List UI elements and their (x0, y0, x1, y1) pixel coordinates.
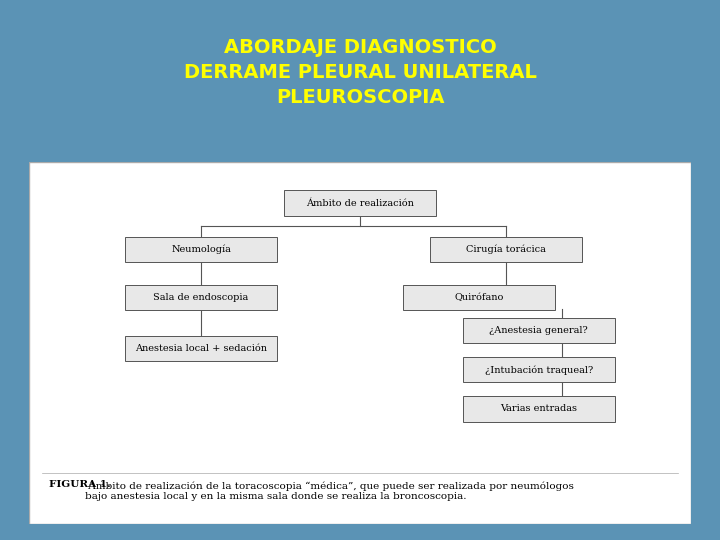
Text: ¿Intubación traqueal?: ¿Intubación traqueal? (485, 365, 593, 375)
FancyBboxPatch shape (430, 237, 582, 262)
Text: Quirófano: Quirófano (454, 293, 504, 302)
FancyBboxPatch shape (125, 237, 277, 262)
FancyBboxPatch shape (463, 357, 615, 382)
FancyBboxPatch shape (29, 162, 691, 524)
Text: ¿Anestesia general?: ¿Anestesia general? (490, 326, 588, 335)
Text: Ámbito de realización de la toracoscopia “médica”, que puede ser realizada por n: Ámbito de realización de la toracoscopia… (85, 481, 574, 501)
Text: Sala de endoscopia: Sala de endoscopia (153, 293, 248, 302)
Text: ABORDAJE DIAGNOSTICO
DERRAME PLEURAL UNILATERAL
PLEUROSCOPIA: ABORDAJE DIAGNOSTICO DERRAME PLEURAL UNI… (184, 38, 536, 107)
Text: Varias entradas: Varias entradas (500, 404, 577, 413)
Text: Cirugía torácica: Cirugía torácica (466, 245, 546, 254)
Text: Anestesia local + sedación: Anestesia local + sedación (135, 345, 267, 353)
FancyBboxPatch shape (284, 191, 436, 216)
FancyBboxPatch shape (403, 285, 555, 310)
FancyBboxPatch shape (463, 318, 615, 343)
Text: FIGURA 1.: FIGURA 1. (49, 481, 110, 489)
FancyBboxPatch shape (463, 396, 615, 422)
Text: Neumología: Neumología (171, 245, 231, 254)
FancyBboxPatch shape (125, 285, 277, 310)
Text: Ámbito de realización: Ámbito de realización (306, 199, 414, 208)
FancyBboxPatch shape (125, 336, 277, 361)
